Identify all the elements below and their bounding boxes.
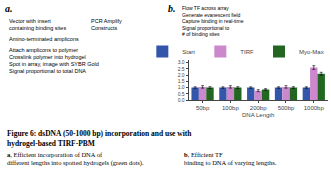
svg-text:500bp: 500bp [278,105,295,111]
svg-text:a, Efficient incorporation of: a, Efficient incorporation of DNA ofdiff… [7,151,145,167]
svg-text:b.: b. [168,3,176,14]
svg-text:1000bp: 1000bp [304,105,325,111]
svg-text:a.: a. [5,3,13,14]
svg-text:200bp: 200bp [250,105,267,111]
svg-text:1.5: 1.5 [178,78,185,84]
svg-text:3.0: 3.0 [178,59,185,65]
svg-text:0.5: 0.5 [178,91,185,97]
svg-text:Amino-terminated amplicons: Amino-terminated amplicons [9,36,79,42]
svg-text:Vector with insertcontaining b: Vector with insertcontaining binding sit… [9,18,66,31]
svg-text:Myo-Max: Myo-Max [299,49,324,55]
svg-text:DNA Length: DNA Length [242,112,274,118]
svg-text:Figure 6: dsDNA (50-1000 bp) i: Figure 6: dsDNA (50-1000 bp) incorporati… [7,129,192,148]
svg-text:Flow TF across arrayGenerate e: Flow TF across arrayGenerate evanescent … [182,5,244,37]
svg-text:2.5: 2.5 [178,66,185,72]
svg-text:2.0: 2.0 [178,72,185,78]
svg-text:1.0: 1.0 [178,84,185,90]
svg-text:b, Efficient TFbinding to DNA: b, Efficient TFbinding to DNA of varying… [184,151,277,166]
svg-text:0.0: 0.0 [178,97,185,103]
svg-text:100bp: 100bp [222,105,239,111]
svg-text:PCR AmplifyConstructs: PCR AmplifyConstructs [91,18,122,31]
svg-text:TIRF: TIRF [240,49,254,55]
svg-text:Attach amplicons to polymerCro: Attach amplicons to polymerCrosslink pol… [9,47,99,74]
svg-text:50bp: 50bp [196,105,210,111]
svg-text:Start: Start [182,49,195,55]
